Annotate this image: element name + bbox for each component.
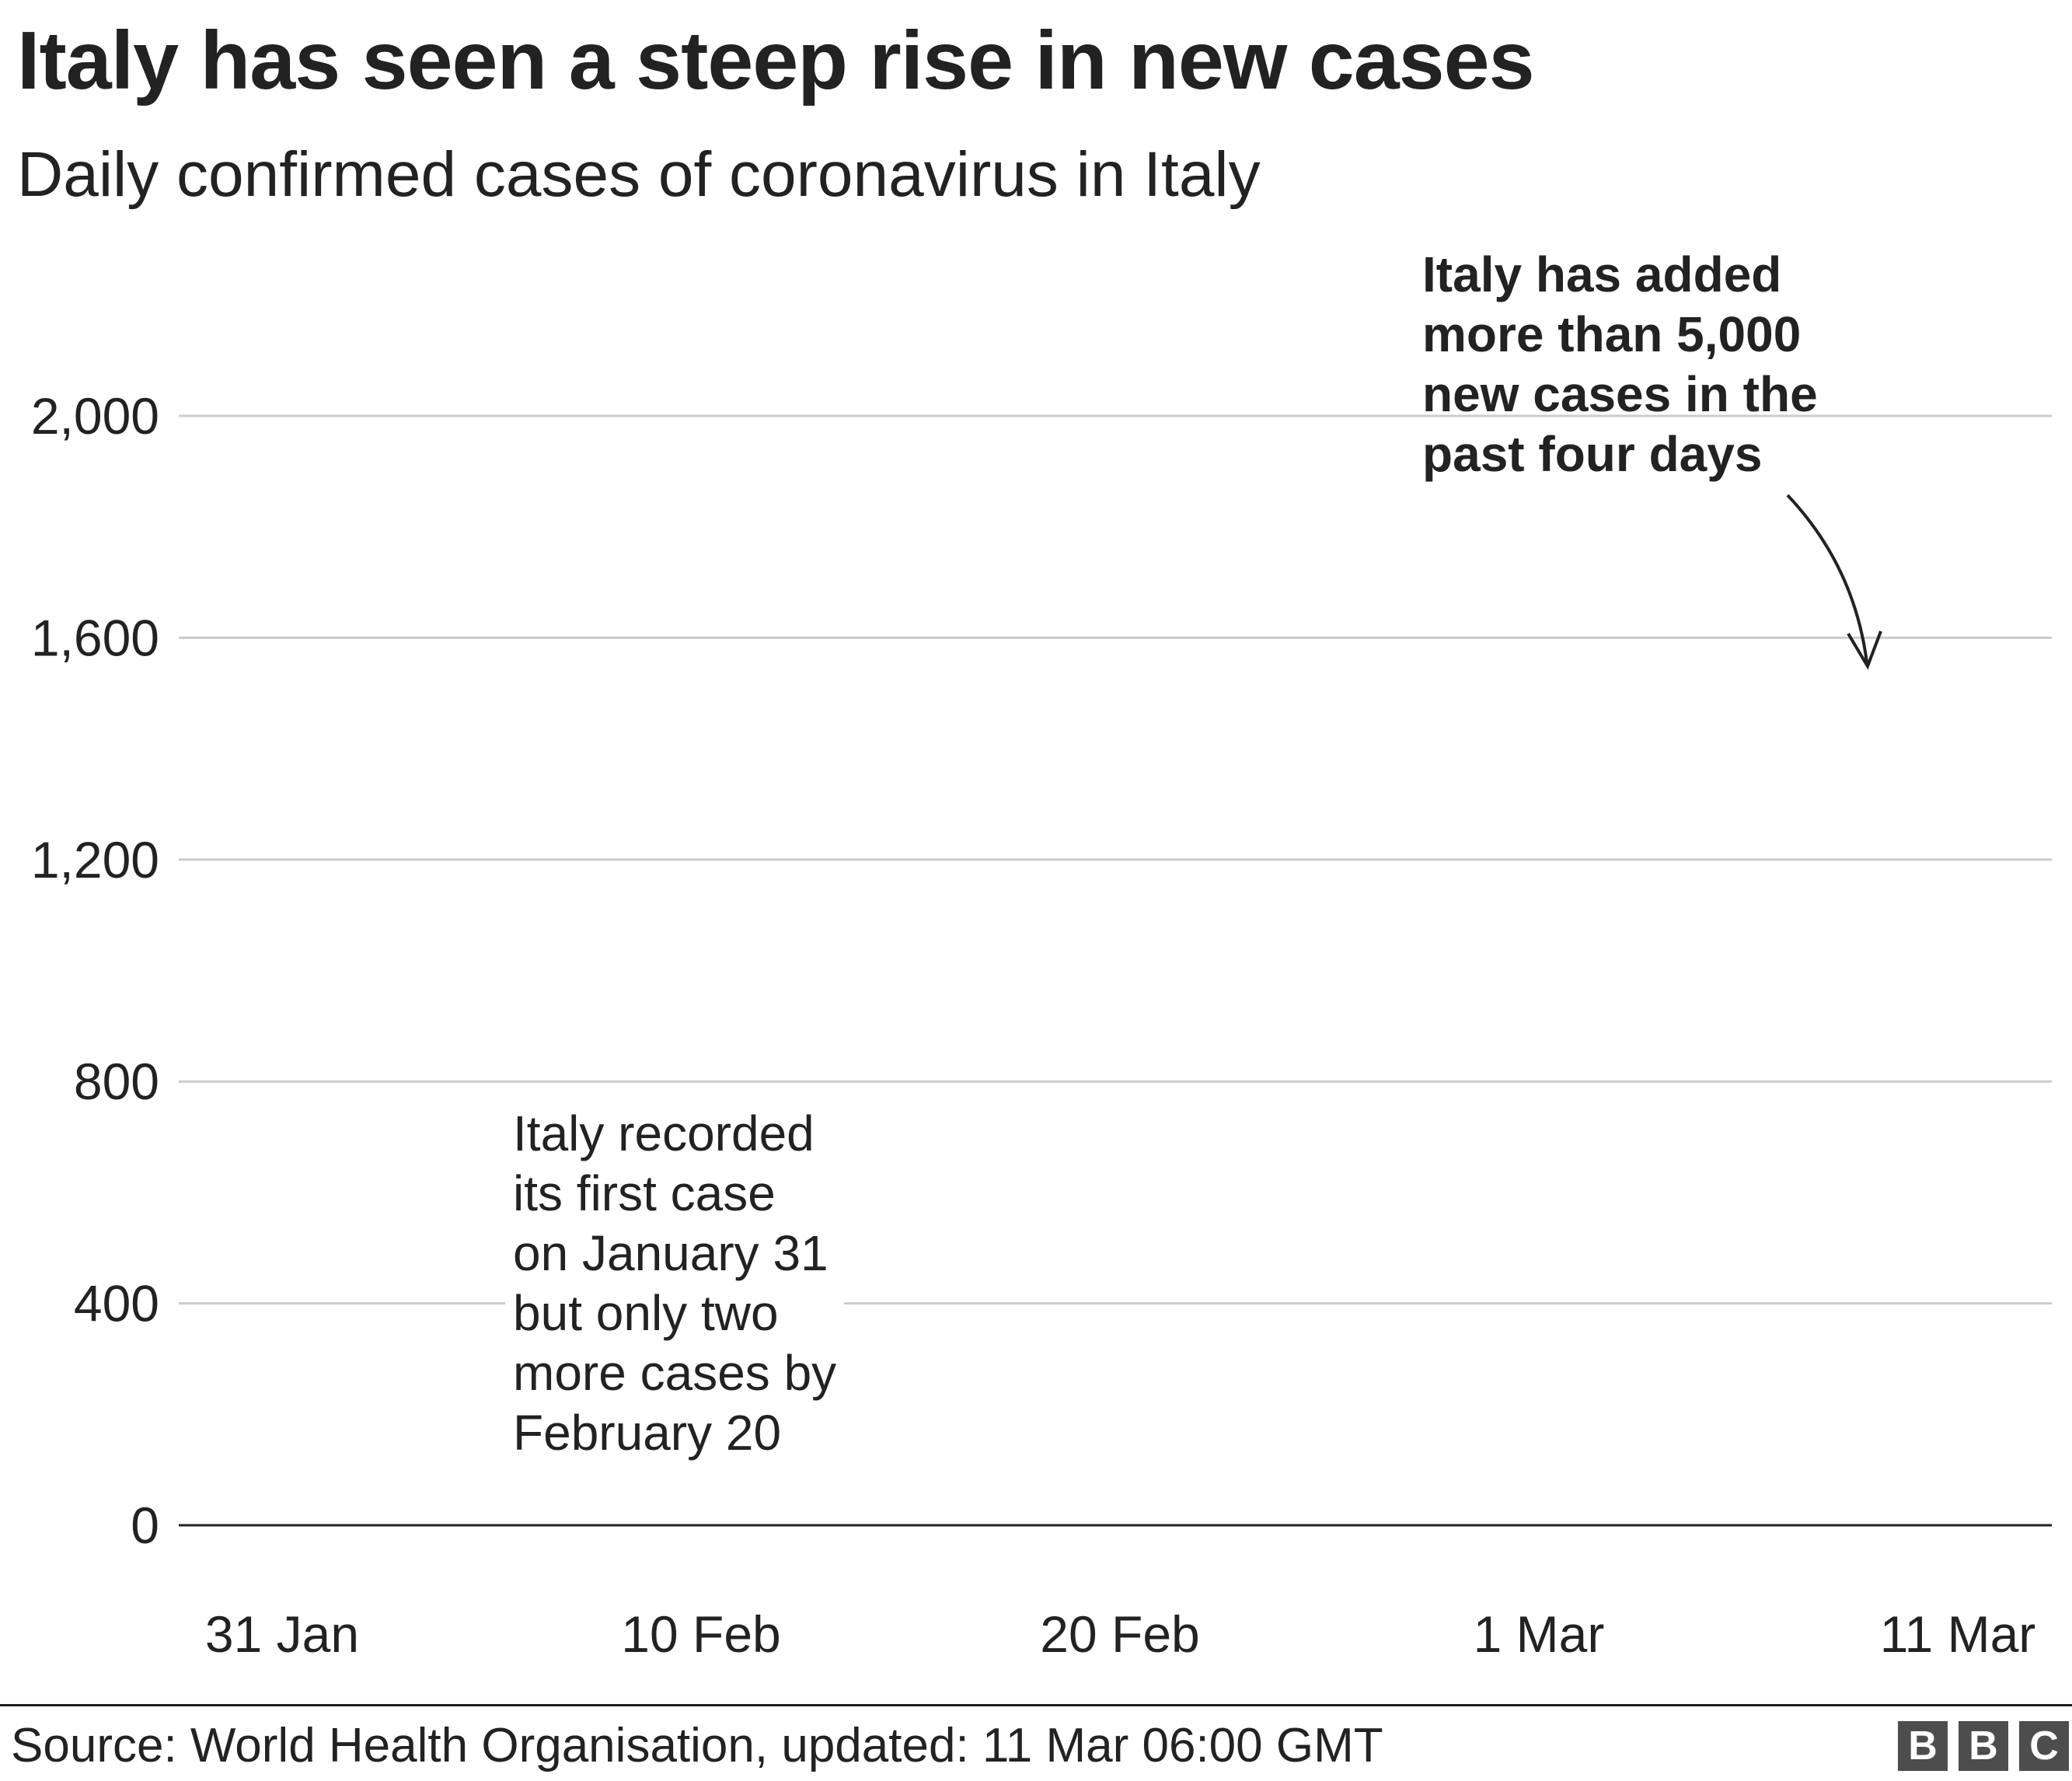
y-tick-label: 1,200	[31, 831, 159, 889]
y-tick-label: 0	[131, 1496, 159, 1554]
y-tick-label: 400	[74, 1275, 159, 1332]
annotation-line: more than 5,000	[1422, 306, 1802, 362]
annotation-recent-growth: Italy has added more than 5,000 new case…	[1422, 245, 1818, 484]
footer-divider	[0, 1704, 2072, 1706]
bar-chart: 0 400 800 1,200 1,600 2,000 31 Jan 10 Feb 20 Fe…	[31, 387, 2052, 1663]
x-tick-label: 31 Jan	[205, 1605, 359, 1663]
y-axis-labels: 0 400 800 1,200 1,600 2,000	[31, 387, 159, 1554]
annotation-line: new cases in the	[1422, 366, 1818, 422]
annotation-line: Italy has added	[1422, 246, 1782, 302]
x-tick-label: 11 Mar	[1880, 1605, 2036, 1663]
y-tick-label: 800	[74, 1053, 159, 1110]
annotation-arrow-head	[1847, 630, 1882, 670]
source-note: Source: World Health Organisation, updat…	[11, 1719, 1383, 1772]
y-tick-label: 1,600	[31, 609, 159, 666]
annotation-line: on January 31	[513, 1225, 828, 1281]
gridlines	[179, 414, 2052, 1305]
annotation-line: Italy recorded	[513, 1105, 814, 1161]
y-tick-label: 2,000	[31, 387, 159, 445]
annotation-arrow	[1786, 494, 1868, 663]
annotation-line: February 20	[513, 1405, 782, 1461]
x-axis-labels: 31 Jan 10 Feb 20 Feb 1 Mar 11 Mar	[205, 1605, 2035, 1663]
x-tick-label: 20 Feb	[1040, 1605, 1199, 1663]
chart-title: Italy has seen a steep rise in new cases	[17, 15, 1535, 107]
annotation-line: past four days	[1422, 426, 1763, 482]
annotation-line: but only two	[513, 1285, 779, 1341]
bbc-logo: B B C	[1898, 1721, 2069, 1771]
logo-letter: B	[1959, 1721, 2008, 1771]
annotation-first-case: Italy recorded its first case on January…	[505, 1104, 845, 1463]
annotation-line: more cases by	[513, 1345, 837, 1401]
annotation-line: its first case	[513, 1165, 776, 1221]
x-tick-label: 10 Feb	[621, 1605, 780, 1663]
chart-subtitle: Daily confirmed cases of coronavirus in …	[17, 139, 1261, 210]
logo-letter: C	[2019, 1721, 2069, 1771]
x-tick-label: 1 Mar	[1474, 1605, 1605, 1663]
logo-letter: B	[1898, 1721, 1948, 1771]
